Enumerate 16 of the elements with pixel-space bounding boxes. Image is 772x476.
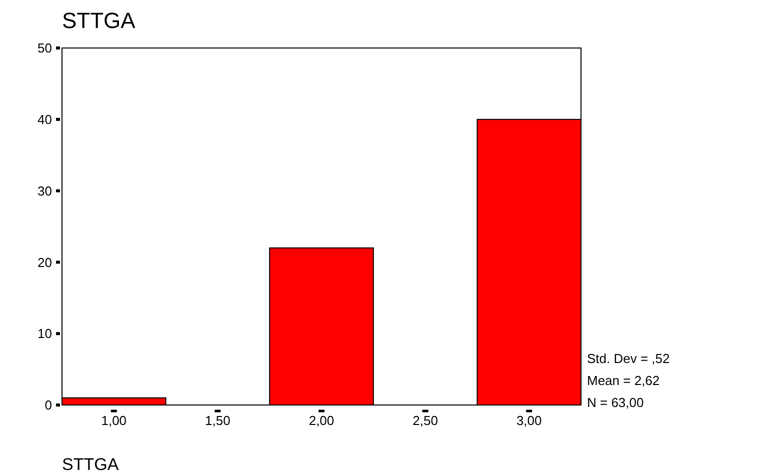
y-tick-label: 0 bbox=[44, 398, 52, 413]
text: Std. Dev = ,52 bbox=[587, 351, 670, 366]
y-tick-label: 10 bbox=[38, 326, 52, 342]
x-tick-label: 1,50 bbox=[205, 413, 230, 428]
chart-title: STTGA bbox=[62, 8, 136, 33]
x-tick-label: 3,00 bbox=[516, 413, 542, 428]
x-tick-label: 2,50 bbox=[412, 413, 438, 428]
y-tick-label: 20 bbox=[38, 254, 52, 270]
y-tick-label: 50 bbox=[38, 40, 52, 56]
y-tick-label: 40 bbox=[38, 112, 52, 127]
x-tick-label: 1,00 bbox=[101, 413, 127, 428]
x-tick-label: 2,00 bbox=[308, 413, 334, 428]
x-axis-title: STTGA bbox=[62, 455, 120, 474]
y-tick-label: 30 bbox=[38, 183, 52, 198]
text: N = 63,00 bbox=[587, 395, 644, 410]
text: Mean = 2,62 bbox=[587, 373, 660, 388]
